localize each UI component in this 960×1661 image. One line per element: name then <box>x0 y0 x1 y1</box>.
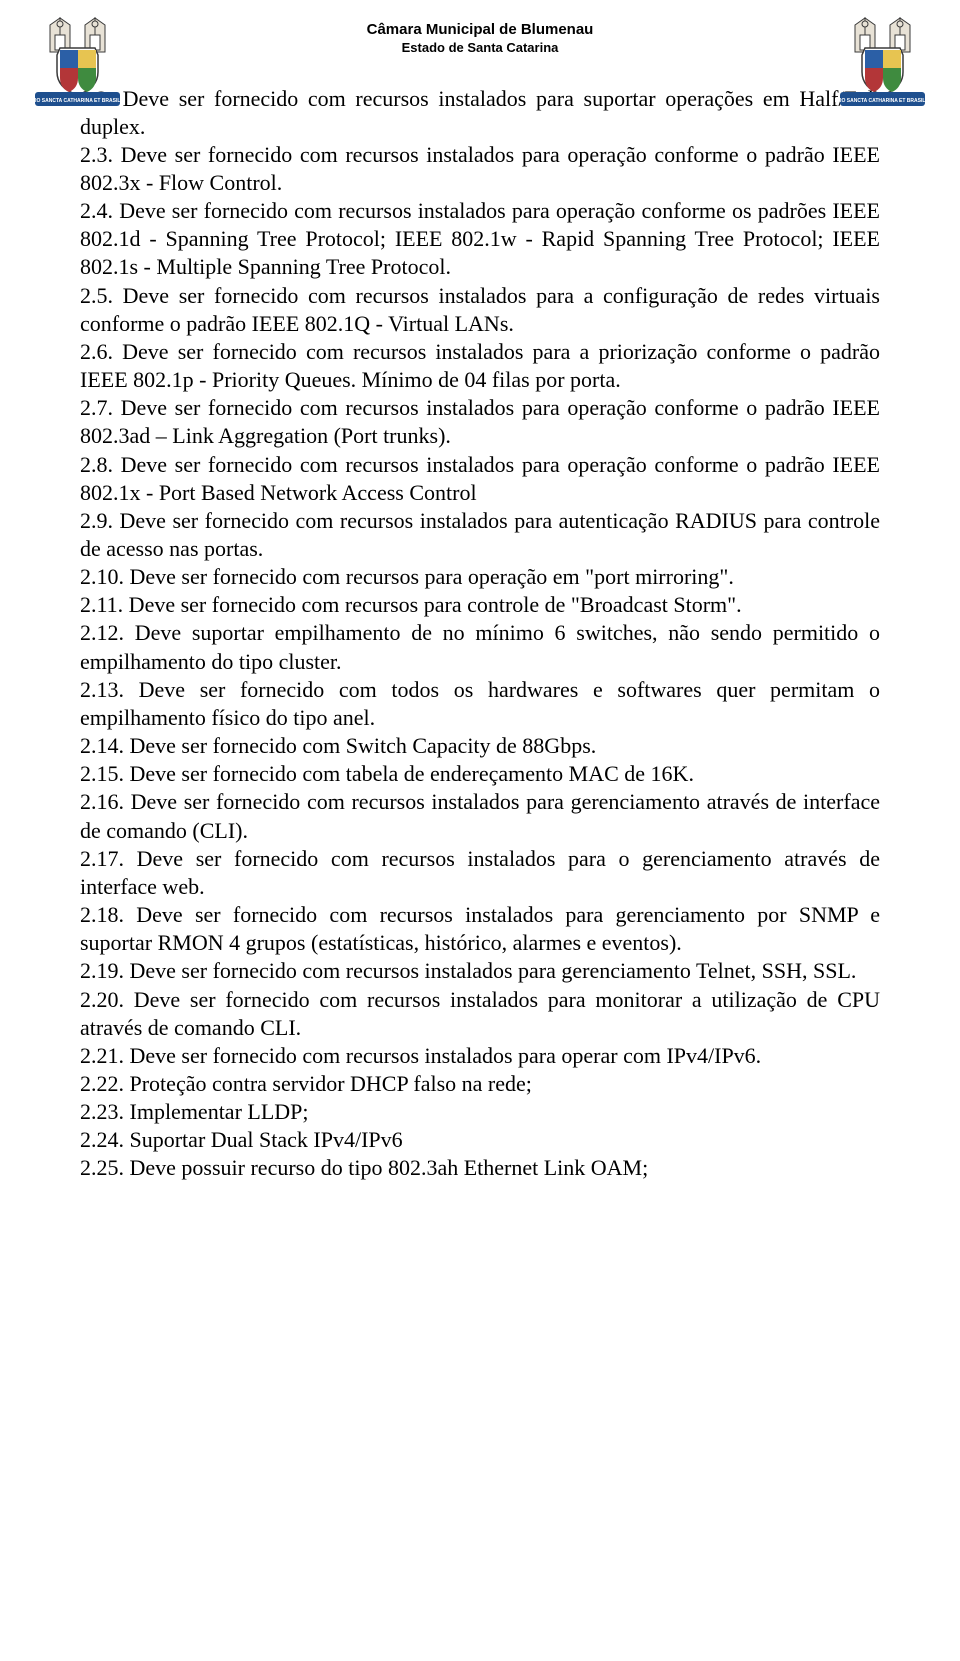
document-body: 2.2. Deve ser fornecido com recursos ins… <box>80 85 880 1183</box>
spec-item: 2.12. Deve suportar empilhamento de no m… <box>80 619 880 675</box>
spec-item: 2.8. Deve ser fornecido com recursos ins… <box>80 451 880 507</box>
spec-item: 2.22. Proteção contra servidor DHCP fals… <box>80 1070 880 1098</box>
crest-right-icon: PRO SANCTA CATHARINA ET BRASILIA <box>835 10 930 115</box>
document-header: PRO SANCTA CATHARINA ET BRASILIA PRO <box>80 20 880 55</box>
spec-item: 2.17. Deve ser fornecido com recursos in… <box>80 845 880 901</box>
spec-item: 2.15. Deve ser fornecido com tabela de e… <box>80 760 880 788</box>
spec-item: 2.11. Deve ser fornecido com recursos pa… <box>80 591 880 619</box>
spec-item: 2.5. Deve ser fornecido com recursos ins… <box>80 282 880 338</box>
spec-item: 2.19. Deve ser fornecido com recursos in… <box>80 957 880 985</box>
spec-item: 2.9. Deve ser fornecido com recursos ins… <box>80 507 880 563</box>
document-page: PRO SANCTA CATHARINA ET BRASILIA PRO <box>0 0 960 1223</box>
spec-item: 2.7. Deve ser fornecido com recursos ins… <box>80 394 880 450</box>
spec-item: 2.3. Deve ser fornecido com recursos ins… <box>80 141 880 197</box>
spec-item: 2.20. Deve ser fornecido com recursos in… <box>80 986 880 1042</box>
spec-item: 2.21. Deve ser fornecido com recursos in… <box>80 1042 880 1070</box>
spec-item: 2.6. Deve ser fornecido com recursos ins… <box>80 338 880 394</box>
svg-text:PRO SANCTA CATHARINA ET BRASIL: PRO SANCTA CATHARINA ET BRASILIA <box>835 98 930 104</box>
svg-text:PRO SANCTA CATHARINA ET BRASIL: PRO SANCTA CATHARINA ET BRASILIA <box>30 98 125 104</box>
spec-item: 2.24. Suportar Dual Stack IPv4/IPv6 <box>80 1126 880 1154</box>
spec-item: 2.25. Deve possuir recurso do tipo 802.3… <box>80 1154 880 1182</box>
header-subtitle: Estado de Santa Catarina <box>80 40 880 55</box>
spec-item: 2.4. Deve ser fornecido com recursos ins… <box>80 197 880 281</box>
crest-left-icon: PRO SANCTA CATHARINA ET BRASILIA <box>30 10 125 115</box>
spec-item: 2.23. Implementar LLDP; <box>80 1098 880 1126</box>
spec-item: 2.18. Deve ser fornecido com recursos in… <box>80 901 880 957</box>
spec-item: 2.13. Deve ser fornecido com todos os ha… <box>80 676 880 732</box>
header-title: Câmara Municipal de Blumenau <box>80 20 880 40</box>
spec-item: 2.16. Deve ser fornecido com recursos in… <box>80 788 880 844</box>
spec-item: 2.14. Deve ser fornecido com Switch Capa… <box>80 732 880 760</box>
spec-item: 2.2. Deve ser fornecido com recursos ins… <box>80 85 880 141</box>
spec-item: 2.10. Deve ser fornecido com recursos pa… <box>80 563 880 591</box>
